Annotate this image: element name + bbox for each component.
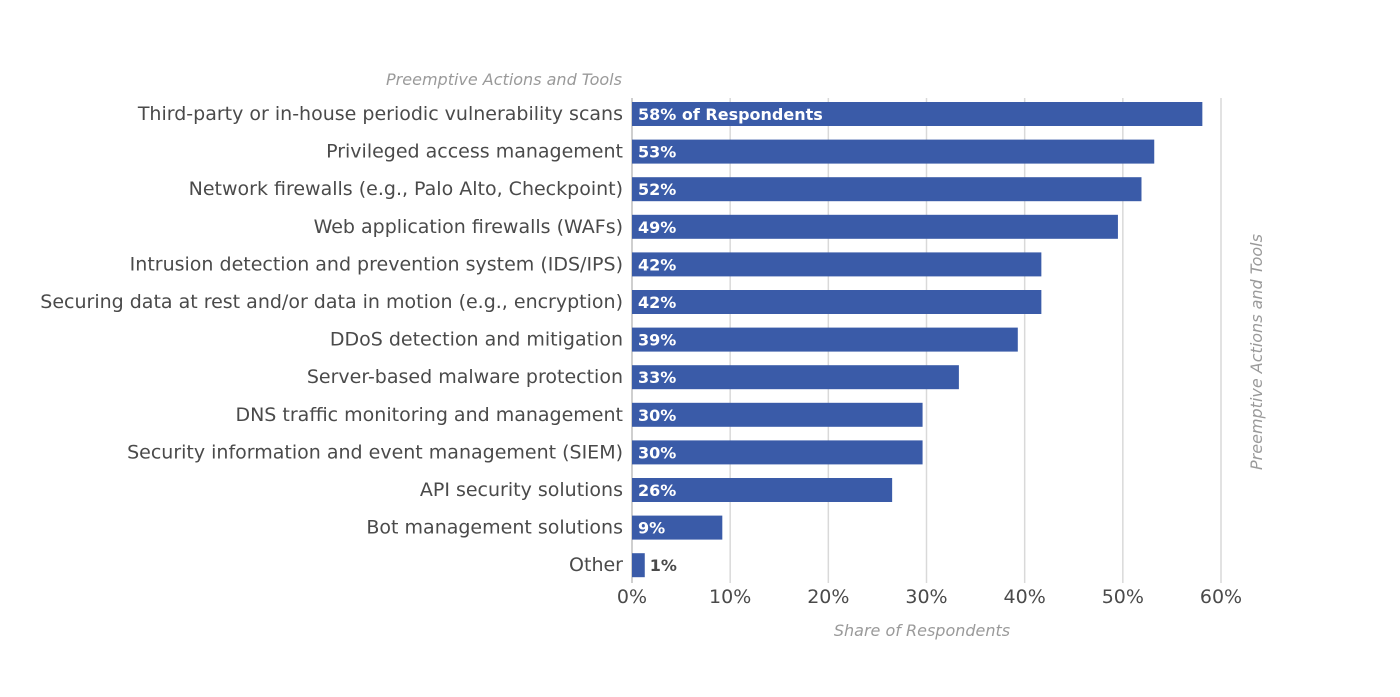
category-label: DNS traffic monitoring and management: [235, 404, 623, 426]
category-label: Server-based malware protection: [307, 366, 623, 388]
category-label: Privileged access management: [326, 141, 623, 163]
value-label: 42%: [638, 255, 676, 274]
y-axis-title: Preemptive Actions and Tools: [386, 70, 622, 89]
x-tick-label: 30%: [905, 586, 947, 608]
category-label: DDoS detection and mitigation: [330, 329, 623, 351]
bar: [632, 402, 923, 427]
bar: [632, 214, 1118, 239]
value-label: 33%: [638, 368, 676, 387]
value-label: 30%: [638, 443, 676, 462]
x-tick-labels: 0% 10% 20% 30% 40% 50% 60%: [617, 586, 1242, 608]
category-labels: Third-party or in-house periodic vulnera…: [40, 103, 623, 576]
bar: [632, 102, 1203, 126]
x-tick-label: 10%: [709, 586, 751, 608]
category-label: Intrusion detection and prevention syste…: [130, 253, 623, 275]
category-label: API security solutions: [420, 479, 623, 501]
bar: [632, 290, 1042, 314]
value-label: 39%: [638, 331, 676, 350]
bar: [632, 365, 959, 390]
x-tick-label: 20%: [807, 586, 849, 608]
x-tick-label: 40%: [1004, 586, 1046, 608]
x-tick-label: 60%: [1200, 586, 1242, 608]
category-label: Other: [569, 554, 623, 576]
category-label: Securing data at rest and/or data in mot…: [40, 291, 623, 313]
bar: [632, 440, 923, 465]
value-label: 30%: [638, 406, 676, 425]
bar: [632, 478, 893, 502]
value-labels: 58% of Respondents 53% 52% 49% 42% 42% 39% 33% 3…: [638, 105, 823, 575]
value-label: 42%: [638, 293, 676, 312]
x-axis-title: Share of Respondents: [834, 621, 1010, 640]
bar: [632, 177, 1142, 202]
value-label: 9%: [638, 519, 665, 538]
x-tick-label: 50%: [1102, 586, 1144, 608]
x-tick-label: 0%: [617, 586, 647, 608]
bar: [632, 515, 723, 540]
category-label: Security information and event managemen…: [127, 441, 623, 463]
value-label: 1%: [650, 556, 677, 575]
bar: [632, 327, 1018, 352]
bar: [632, 553, 645, 578]
value-label: 52%: [638, 180, 676, 199]
category-label: Network firewalls (e.g., Palo Alto, Chec…: [189, 178, 623, 200]
value-label: 58% of Respondents: [638, 105, 823, 124]
right-axis-title: Preemptive Actions and Tools: [1247, 234, 1266, 470]
bars: [632, 102, 1203, 578]
category-label: Third-party or in-house periodic vulnera…: [137, 103, 623, 125]
category-label: Web application firewalls (WAFs): [314, 216, 623, 238]
category-label: Bot management solutions: [366, 517, 623, 539]
bar: [632, 139, 1155, 164]
value-label: 26%: [638, 481, 676, 500]
value-label: 53%: [638, 143, 676, 162]
bar: [632, 252, 1042, 277]
value-label: 49%: [638, 218, 676, 237]
